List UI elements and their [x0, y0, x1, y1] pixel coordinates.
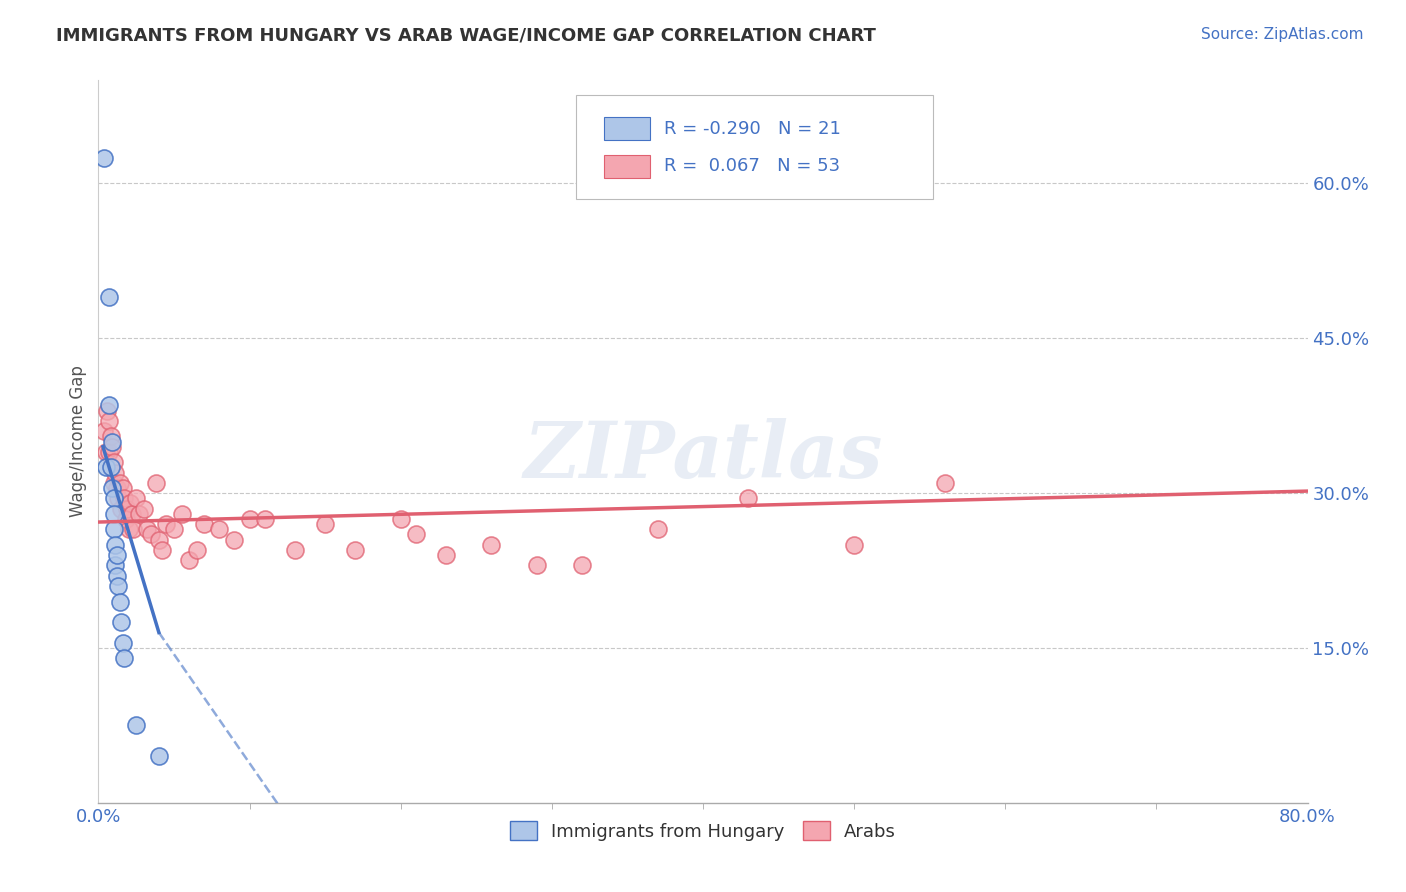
Point	[141, 527, 163, 541]
Point	[98, 398, 121, 412]
FancyBboxPatch shape	[576, 95, 932, 200]
Point	[111, 481, 134, 495]
Point	[170, 507, 193, 521]
Point	[94, 460, 117, 475]
Point	[150, 542, 173, 557]
Point	[110, 615, 132, 630]
Point	[125, 491, 148, 506]
Point	[148, 533, 170, 547]
Point	[132, 501, 155, 516]
Point	[737, 491, 759, 506]
Point	[100, 429, 122, 443]
Point	[253, 512, 276, 526]
Point	[101, 434, 124, 449]
Point	[107, 579, 129, 593]
Point	[526, 558, 548, 573]
Point	[104, 466, 127, 480]
Point	[94, 445, 117, 459]
Bar	[603, 117, 650, 140]
Point	[193, 517, 215, 532]
Point	[120, 496, 142, 510]
Point	[98, 290, 121, 304]
Text: IMMIGRANTS FROM HUNGARY VS ARAB WAGE/INCOME GAP CORRELATION CHART: IMMIGRANTS FROM HUNGARY VS ARAB WAGE/INC…	[56, 27, 876, 45]
Point	[98, 414, 121, 428]
Point	[101, 440, 124, 454]
Point	[389, 512, 412, 526]
Point	[481, 538, 503, 552]
Point	[101, 481, 124, 495]
Point	[93, 424, 115, 438]
Point	[98, 445, 121, 459]
Point	[208, 522, 231, 536]
Point	[111, 636, 134, 650]
Point	[118, 522, 141, 536]
Point	[115, 501, 138, 516]
Point	[163, 522, 186, 536]
Point	[103, 455, 125, 469]
Point	[103, 522, 125, 536]
Point	[114, 512, 136, 526]
Legend: Immigrants from Hungary, Arabs: Immigrants from Hungary, Arabs	[502, 814, 904, 848]
Point	[96, 403, 118, 417]
Point	[135, 522, 157, 536]
Point	[105, 548, 128, 562]
Point	[107, 491, 129, 506]
Point	[104, 558, 127, 573]
Point	[103, 475, 125, 490]
Point	[103, 507, 125, 521]
Point	[405, 527, 427, 541]
Point	[186, 542, 208, 557]
Y-axis label: Wage/Income Gap: Wage/Income Gap	[69, 366, 87, 517]
Point	[224, 533, 246, 547]
Point	[108, 475, 131, 490]
Point	[100, 460, 122, 475]
Point	[155, 517, 177, 532]
Point	[103, 491, 125, 506]
Point	[844, 538, 866, 552]
Point	[179, 553, 201, 567]
Point	[148, 749, 170, 764]
Point	[93, 151, 115, 165]
Point	[121, 507, 143, 521]
Text: Source: ZipAtlas.com: Source: ZipAtlas.com	[1201, 27, 1364, 42]
Point	[647, 522, 669, 536]
Point	[571, 558, 593, 573]
Point	[105, 568, 128, 582]
Point	[239, 512, 262, 526]
Text: R = -0.290   N = 21: R = -0.290 N = 21	[664, 120, 841, 137]
Point	[105, 481, 128, 495]
Point	[128, 507, 150, 521]
Text: R =  0.067   N = 53: R = 0.067 N = 53	[664, 157, 841, 175]
Text: ZIPatlas: ZIPatlas	[523, 417, 883, 494]
Point	[284, 542, 307, 557]
Point	[934, 475, 956, 490]
Point	[122, 522, 145, 536]
Point	[112, 651, 135, 665]
Bar	[603, 154, 650, 178]
Point	[314, 517, 336, 532]
Point	[145, 475, 167, 490]
Point	[434, 548, 457, 562]
Point	[112, 491, 135, 506]
Point	[125, 718, 148, 732]
Point	[104, 538, 127, 552]
Point	[110, 501, 132, 516]
Point	[344, 542, 367, 557]
Point	[108, 594, 131, 608]
